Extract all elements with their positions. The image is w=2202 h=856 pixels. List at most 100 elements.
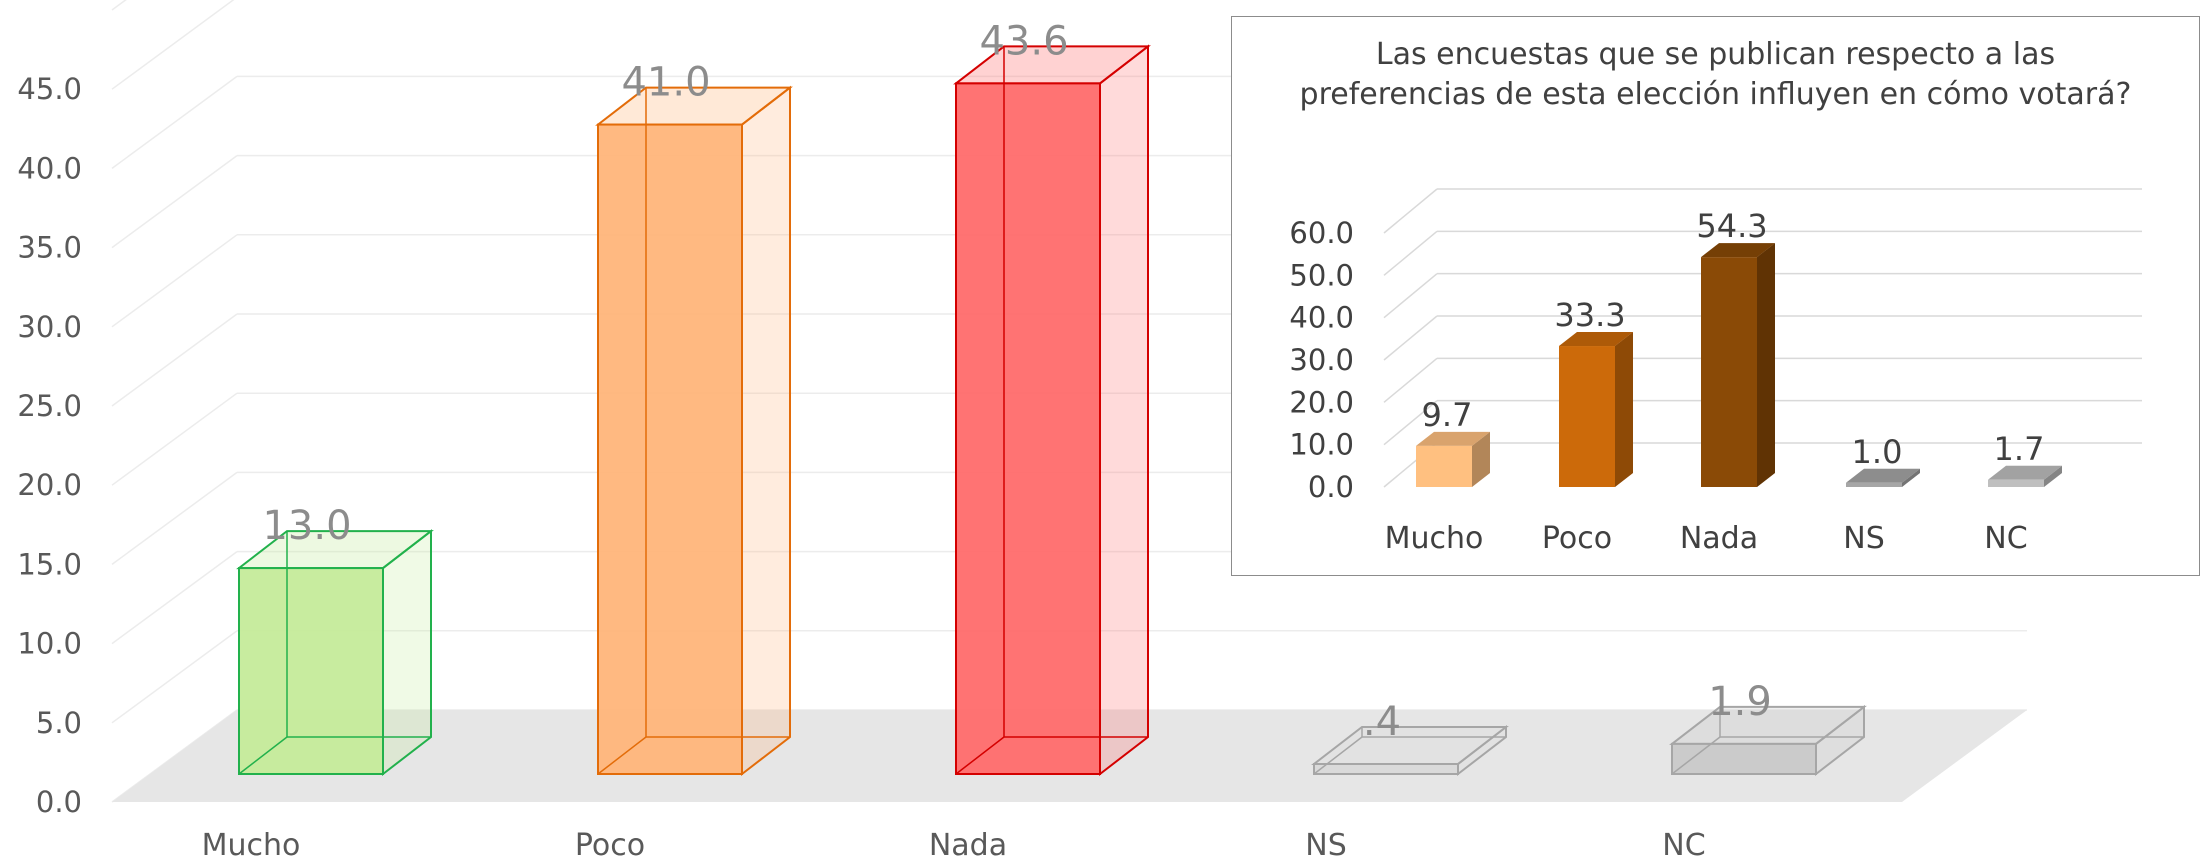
main-bar [236, 529, 434, 777]
main-bar-value-label: 13.0 [262, 503, 351, 549]
main-bar-back-edge [597, 736, 647, 775]
inset-x-axis: Mucho Poco Nada NS NC [1385, 521, 2028, 556]
main-y-tick-label: 0.0 [36, 785, 82, 819]
inset-y-axis: 0.0 10.0 20.0 30.0 40.0 50.0 60.0 [1289, 216, 1354, 504]
main-y-tick-label: 35.0 [17, 231, 82, 265]
main-gridline [111, 154, 238, 249]
inset-y-tick-label: 20.0 [1289, 385, 1354, 419]
main-y-tick-label: 15.0 [17, 547, 82, 581]
main-x-category-label: NS [1305, 828, 1346, 856]
main-bar [595, 85, 793, 777]
main-y-tick-label: 20.0 [17, 468, 82, 502]
inset-bar-top-shade [1988, 465, 2062, 480]
inset-bar-chart: 0.0 10.0 20.0 30.0 40.0 50.0 60.0 9.7 33.3 54.3 1… [1289, 188, 2142, 556]
inset-gridline [1383, 188, 1438, 234]
main-gridline [111, 0, 127, 11]
inset-bar-front-face [1701, 257, 1757, 487]
inset-chart-title: Las encuestas que se publican respecto a… [1299, 37, 2132, 112]
main-gridline [111, 75, 238, 170]
main-bar-front-face [597, 123, 743, 775]
inset-y-tick-label: 30.0 [1289, 343, 1354, 377]
main-x-axis: Mucho Poco Nada NS NC [202, 828, 1706, 856]
inset-gridlines [1383, 188, 2142, 488]
inset-bar-side-face [1902, 468, 1920, 487]
inset-gridline [1383, 273, 1438, 319]
main-y-axis: 0.0 5.0 10.0 15.0 20.0 25.0 30.0 35.0 40.0 45.0 [17, 72, 82, 819]
main-y-tick-label: 10.0 [17, 627, 82, 661]
inset-x-category-label: NC [1984, 521, 2027, 556]
main-bar-value-label: 41.0 [621, 60, 710, 106]
inset-bar [1416, 431, 1490, 487]
inset-y-tick-label: 0.0 [1308, 470, 1354, 504]
inset-bar [1988, 465, 2062, 487]
main-y-tick-label: 5.0 [36, 706, 82, 740]
main-y-tick-label: 45.0 [17, 72, 82, 106]
inset-bar-side-face [1615, 332, 1633, 487]
inset-bar-value-label: 33.3 [1554, 296, 1625, 334]
main-bar [1311, 724, 1509, 777]
inset-bar-top-face [1988, 465, 2062, 480]
inset-bar-side-face [1472, 431, 1490, 487]
main-bar-back-edge [955, 736, 1005, 775]
main-bar-front-face [955, 82, 1101, 776]
inset-gridline [1383, 230, 1438, 276]
main-bar-side-face [1099, 44, 1149, 777]
main-bar-front-face [1671, 742, 1817, 775]
inset-x-category-label: Poco [1542, 521, 1612, 556]
inset-bar-top-face [1416, 431, 1490, 446]
inset-bar [1701, 243, 1775, 487]
main-bar-back-edge [238, 736, 288, 775]
inset-bar-side-shade [2044, 465, 2062, 487]
inset-gridline [1383, 400, 1438, 446]
inset-bar-front-face [1846, 482, 1902, 487]
main-y-tick-label: 25.0 [17, 389, 82, 423]
main-gridline [111, 550, 238, 645]
main-gridline [111, 0, 235, 90]
inset-gridline [1383, 357, 1438, 403]
main-bar [1669, 704, 1867, 777]
inset-chart-panel: Las encuestas que se publican respecto a… [1231, 16, 2200, 576]
inset-x-category-label: Mucho [1385, 521, 1484, 556]
main-x-category-label: Nada [929, 828, 1007, 856]
main-y-tick-label: 40.0 [17, 151, 82, 185]
main-gridline [111, 471, 238, 566]
main-bar-side-face [741, 85, 791, 777]
main-y-tick-label: 30.0 [17, 310, 82, 344]
inset-bar-top-shade [1559, 332, 1633, 346]
main-bar [953, 44, 1151, 777]
inset-bar-top-shade [1416, 431, 1490, 446]
inset-bar-top-shade [1846, 468, 1920, 483]
inset-bar-front-face [1988, 479, 2044, 487]
main-x-category-label: Mucho [202, 828, 301, 856]
main-bar-front-face [1313, 763, 1459, 775]
inset-bar-value-label: 54.3 [1696, 207, 1767, 245]
inset-gridline [1383, 315, 1438, 361]
main-bars: 13.0 41.0 43.6 .4 1.9 [236, 18, 1867, 777]
inset-bar-top-shade [1701, 243, 1775, 258]
inset-bar-side-shade [1757, 243, 1775, 487]
inset-y-tick-label: 40.0 [1289, 301, 1354, 335]
inset-bars: 9.7 33.3 54.3 1.0 1.7 [1416, 207, 2062, 487]
inset-bar [1559, 332, 1633, 487]
main-gridline [111, 630, 238, 724]
main-x-category-label: NC [1662, 828, 1705, 856]
inset-x-category-label: Nada [1680, 521, 1758, 556]
main-bar-back-edge [1313, 736, 1363, 775]
main-bar-back-edge [1671, 736, 1721, 775]
inset-bar-side-face [2044, 465, 2062, 487]
inset-bar-top-face [1701, 243, 1775, 258]
inset-bar-front-face [1416, 445, 1472, 487]
inset-bar-value-label: 1.7 [1994, 430, 2045, 468]
main-gridline [111, 392, 238, 486]
inset-bar-side-shade [1902, 468, 1920, 487]
main-gridline [111, 313, 238, 407]
inset-bar [1846, 468, 1920, 487]
main-bar-value-label: 1.9 [1708, 679, 1772, 725]
inset-bar-side-face [1757, 243, 1775, 487]
main-bar-value-label: 43.6 [979, 18, 1068, 64]
main-bar-value-label: .4 [1363, 699, 1401, 745]
inset-bar-side-shade [1615, 332, 1633, 487]
inset-bar-value-label: 9.7 [1422, 396, 1473, 434]
inset-bar-top-face [1559, 332, 1633, 346]
